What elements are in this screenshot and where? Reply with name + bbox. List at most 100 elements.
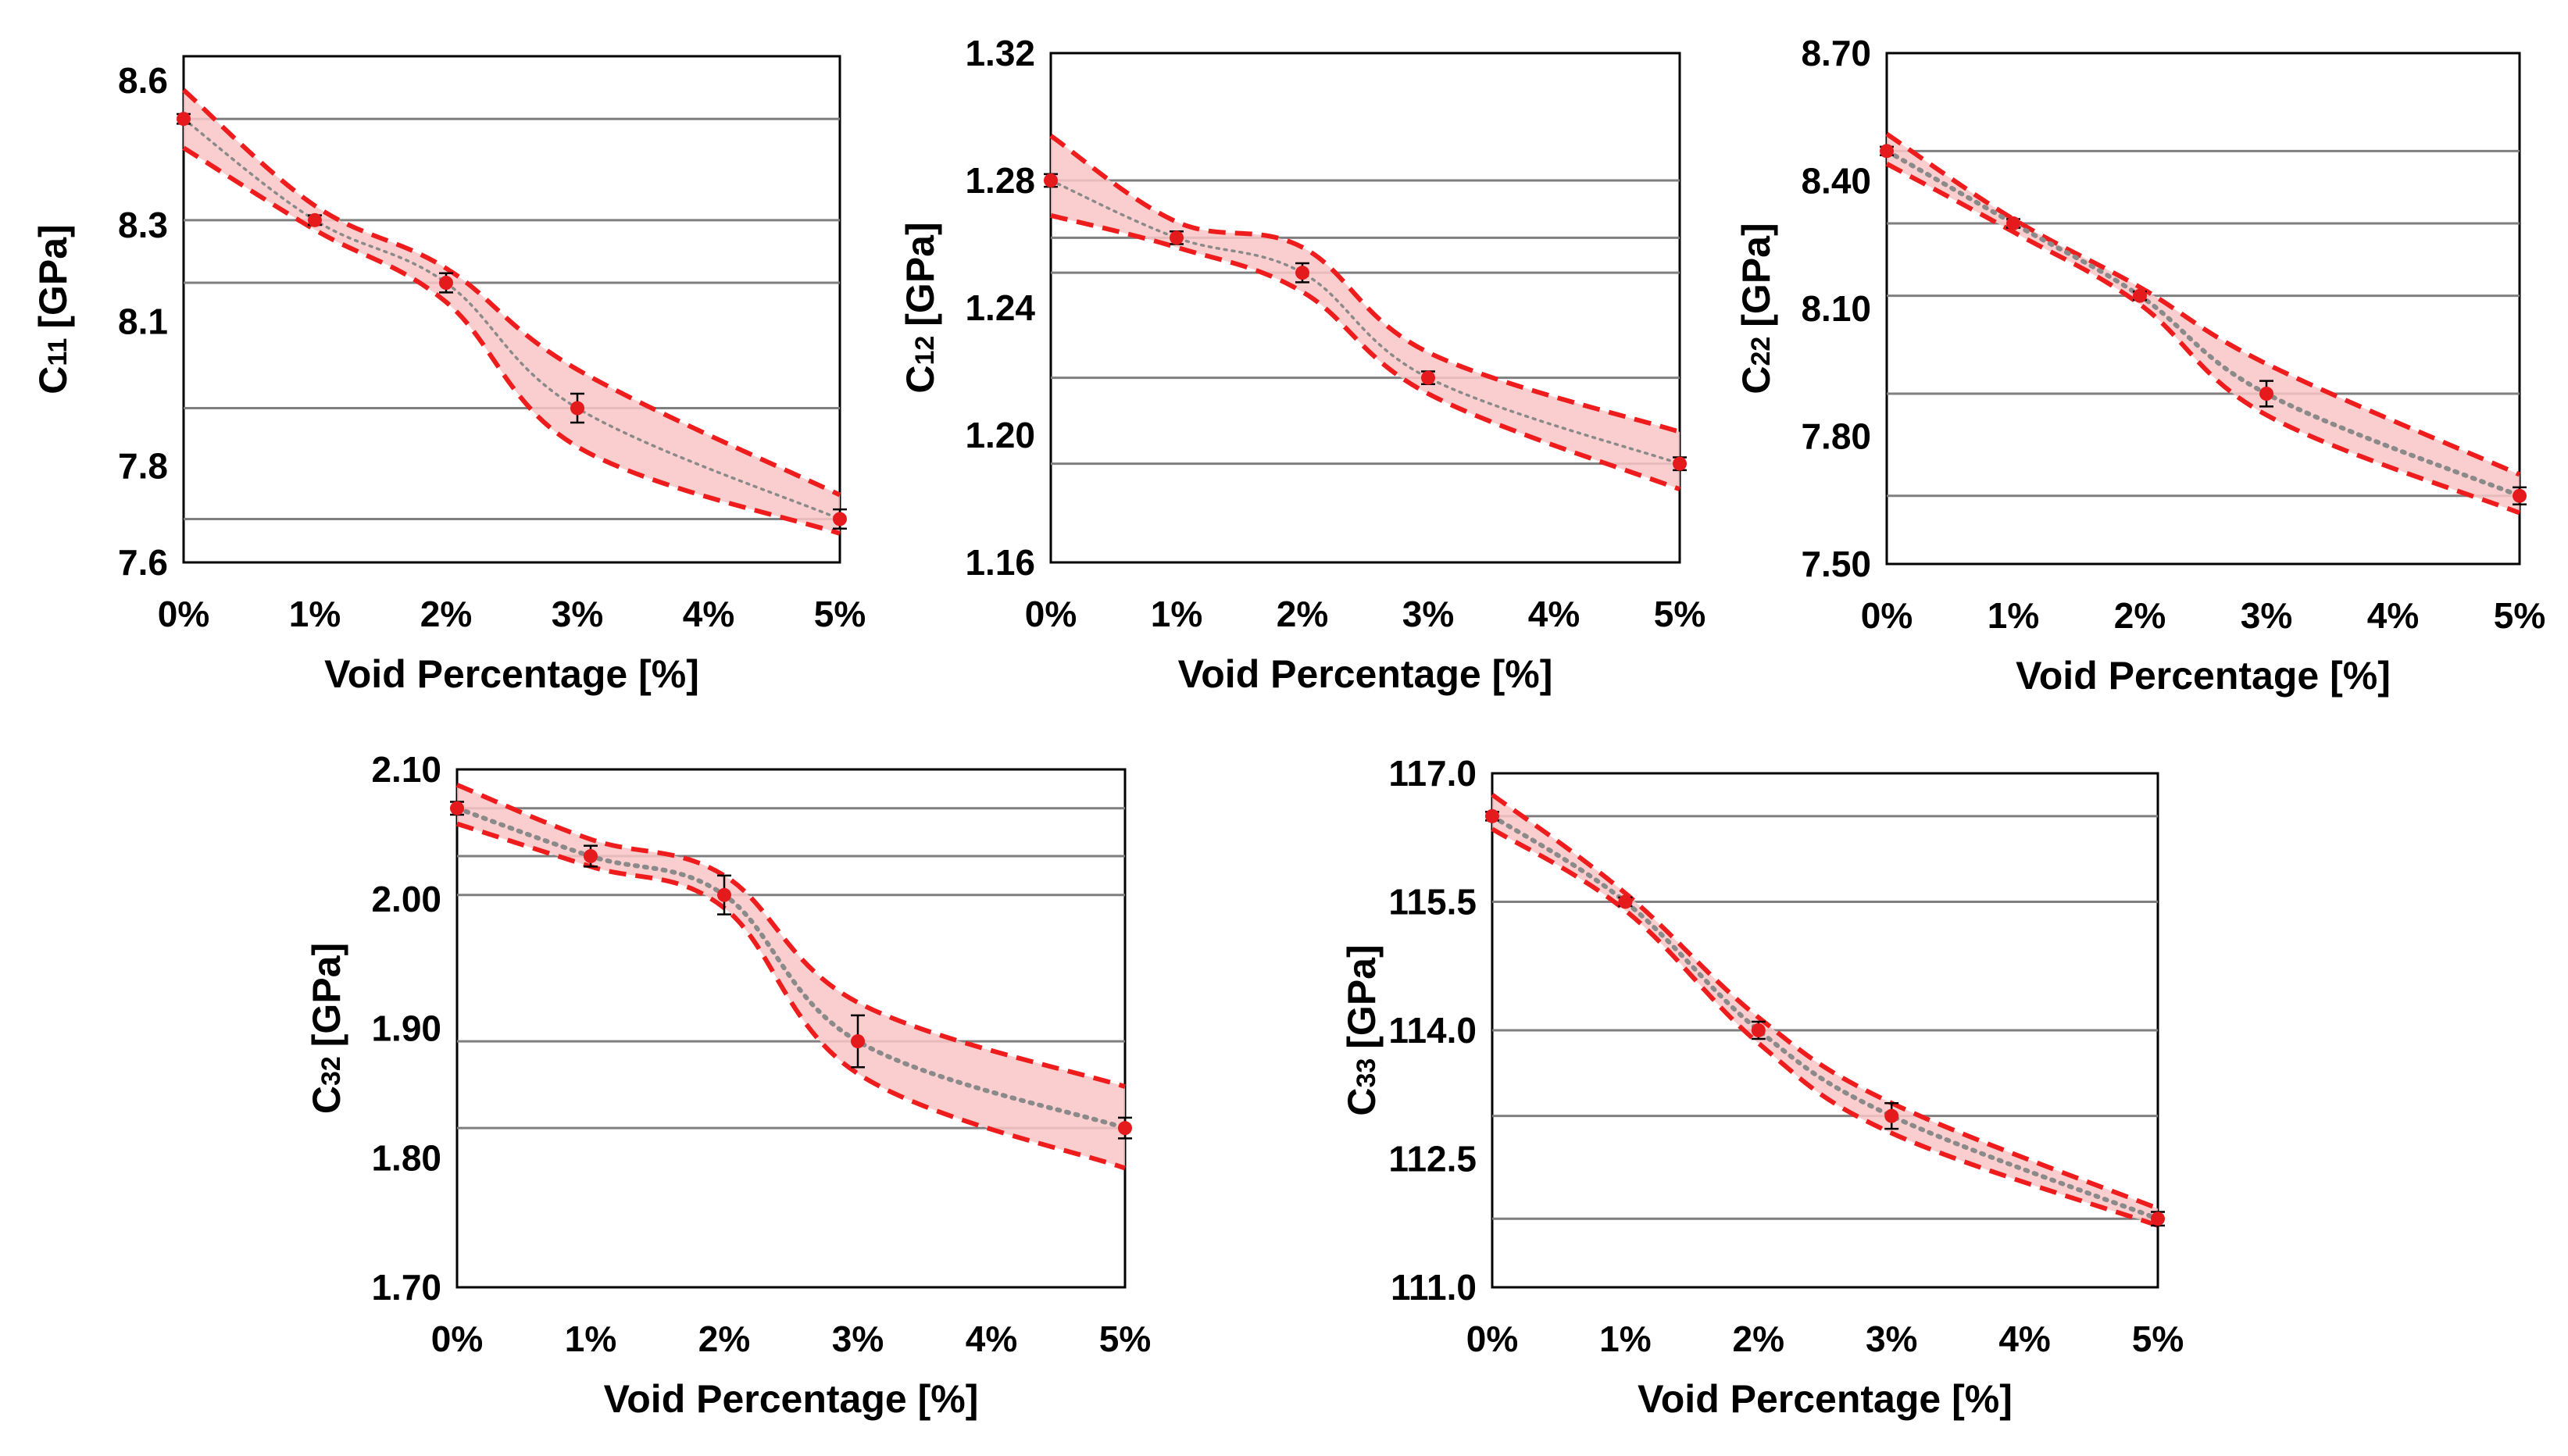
data-point [177,112,191,127]
band-upper-edge [1049,134,1680,434]
y-tick-label: 1.24 [965,287,1035,328]
band-upper-edge [1491,792,2159,1211]
data-point [570,401,584,416]
x-tick-label: 4% [683,594,734,634]
x-axis-label: Void Percentage [%] [1178,652,1553,696]
data-point [1295,266,1309,280]
x-tick-label: 0% [431,1319,483,1359]
trend-line [182,117,841,521]
data-point [1751,1023,1766,1037]
y-tick-label: 8.40 [1801,161,1871,202]
y-tick-label: 1.32 [965,33,1035,73]
y-tick-label: 114.0 [1388,1010,1477,1051]
y-tick-label: 117.0 [1388,753,1477,794]
x-tick-label: 0% [1861,595,1913,636]
x-tick-label: 2% [420,594,472,634]
x-tick-label: 4% [2367,595,2419,636]
chart-panel-4: 1.70 1.80 1.90 2.00 2.10 0% 1% 2% 3% 4% 5% Void Per… [305,749,1151,1421]
y-tick-label: 7.8 [118,446,168,487]
x-axis-label: Void Percentage [%] [604,1377,979,1421]
chart-panel-1: 7.6 7.8 8.1 8.3 8.6 0% 1% 2% 3% 4% 5% Void Percenta… [31,55,866,696]
x-tick-label: 2% [1277,594,1328,634]
x-tick-label: 1% [289,594,341,634]
band-lower-edge [1885,162,2521,516]
y-axis-label: C11[GPa] [31,224,75,394]
data-point [439,276,453,291]
data-point [1118,1121,1132,1136]
y-tick-label: 7.80 [1801,416,1871,457]
confidence-band [184,90,840,534]
data-point [2513,488,2527,503]
y-axis-label: C33[GPa] [1340,944,1384,1115]
data-point [1421,370,1435,385]
y-tick-label: 8.10 [1801,288,1871,329]
x-tick-label: 3% [1402,594,1454,634]
y-tick-label: 8.1 [118,301,168,341]
data-point [1880,144,1894,159]
x-tick-label: 1% [1151,594,1202,634]
band-lower-edge [182,145,841,536]
data-point [1618,894,1633,909]
chart-panel-5: 111.0 112.5 114.0 115.5 117.0 0% 1% 2% 3% 4% 5% Voi… [1340,753,2184,1421]
data-point [833,512,847,526]
y-tick-label: 1.16 [965,542,1035,583]
band-lower-edge [456,821,1126,1171]
y-tick-label: 1.20 [965,415,1035,455]
y-tick-label: 7.6 [118,542,168,583]
data-point [1485,808,1499,823]
x-tick-label: 5% [1099,1319,1151,1359]
trend-line [1884,148,2522,498]
band-lower-edge [1491,826,2159,1228]
y-axis-label: C22[GPa] [1734,223,1778,394]
x-tick-label: 0% [158,594,209,634]
data-point [717,887,731,902]
confidence-band [1051,135,1680,490]
data-point [2133,288,2147,303]
data-point [1044,173,1058,187]
x-tick-label: 5% [814,594,866,634]
x-tick-label: 3% [552,594,603,634]
chart-panel-2: 1.16 1.20 1.24 1.28 1.32 0% 1% 2% 3% 4% 5% Void Per… [898,33,1705,696]
y-tick-label: 115.5 [1388,882,1477,922]
data-point [1884,1108,1899,1123]
x-axis-label: Void Percentage [%] [324,652,699,696]
y-tick-label: 1.70 [371,1267,441,1308]
x-tick-label: 5% [2132,1319,2184,1359]
x-tick-label: 4% [1528,594,1580,634]
y-tick-label: 8.70 [1801,33,1871,73]
x-tick-label: 5% [2494,595,2545,636]
trend-line [1049,179,1681,466]
x-tick-label: 2% [2114,595,2166,636]
band-upper-edge [182,87,841,498]
x-axis-label: Void Percentage [%] [2016,654,2391,698]
data-point [308,212,322,227]
x-tick-label: 3% [832,1319,884,1359]
x-tick-label: 0% [1025,594,1077,634]
trend-line [1490,813,2160,1222]
x-tick-label: 0% [1466,1319,1518,1359]
data-point [851,1034,865,1049]
y-tick-label: 1.28 [965,160,1035,201]
data-point [2259,387,2273,401]
y-tick-label: 1.90 [371,1008,441,1049]
y-axis-label: C12[GPa] [898,222,942,393]
x-tick-label: 3% [2241,595,2292,636]
x-tick-label: 2% [698,1319,750,1359]
plot-frame [1885,52,2521,566]
y-tick-label: 111.0 [1391,1267,1477,1308]
data-point [450,801,464,815]
trend-line [455,805,1127,1131]
y-tick-label: 2.00 [371,879,441,919]
x-tick-label: 1% [1599,1319,1651,1359]
band-upper-edge [455,783,1126,1089]
x-tick-label: 4% [966,1319,1017,1359]
x-tick-label: 2% [1733,1319,1784,1359]
confidence-band [1887,134,2520,513]
x-tick-label: 1% [1988,595,2039,636]
y-tick-label: 8.6 [118,60,168,101]
y-tick-label: 1.80 [371,1137,441,1178]
y-tick-label: 8.3 [118,205,168,245]
x-tick-label: 5% [1654,594,1705,634]
y-tick-label: 7.50 [1801,544,1871,584]
